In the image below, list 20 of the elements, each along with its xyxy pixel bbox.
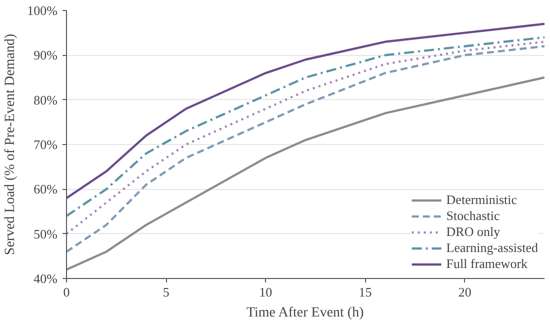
y-tick-label: 80% <box>34 92 58 108</box>
legend-label: DRO only <box>446 224 500 240</box>
y-axis-title: Served Load (% of Pre-Event Demand) <box>3 34 18 256</box>
legend-label: Learning-assisted <box>446 240 538 256</box>
x-tick-label: 20 <box>458 284 472 300</box>
y-tick-label: 70% <box>34 137 58 152</box>
x-tick-label: 15 <box>358 284 372 300</box>
legend-label: Deterministic <box>446 192 518 208</box>
legend-label: Stochastic <box>446 208 500 224</box>
y-tick-label: 40% <box>34 271 58 286</box>
x-tick-label: 5 <box>162 284 170 300</box>
x-tick-label: 0 <box>63 284 70 300</box>
line-series <box>66 76 544 271</box>
y-tick-label: 90% <box>34 48 58 63</box>
x-tick-label: 10 <box>259 284 272 300</box>
legend-label: Full framework <box>446 256 528 272</box>
y-tick-label: 60% <box>34 182 58 197</box>
y-tick-label: 50% <box>34 226 58 242</box>
y-tick-label: 100% <box>27 3 58 18</box>
x-axis-title: Time After Event (h) <box>246 306 364 320</box>
